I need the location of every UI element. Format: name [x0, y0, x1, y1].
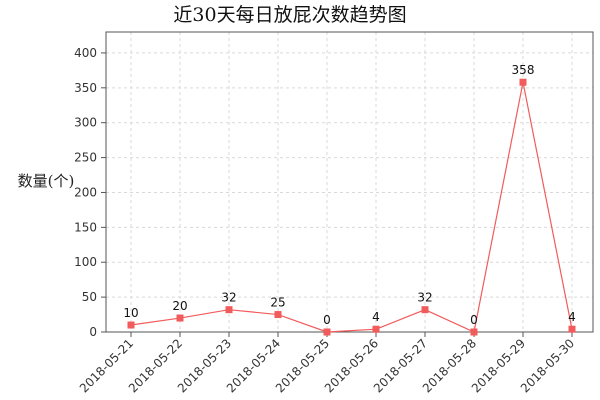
- y-axis-ticks: 0 50 100 150 200 250 300 350 400: [74, 46, 106, 339]
- data-labels: 10 20 32 25 0 4 32 0 358 4: [123, 63, 575, 327]
- y-tick-label: 150: [74, 220, 97, 234]
- data-point: [323, 328, 331, 336]
- x-axis-ticks: 2018-05-212018-05-222018-05-232018-05-24…: [77, 332, 577, 395]
- data-point: [519, 78, 527, 86]
- data-label: 25: [270, 296, 285, 310]
- data-label: 0: [470, 313, 478, 327]
- data-label: 4: [568, 310, 576, 324]
- y-tick-label: 300: [74, 116, 97, 130]
- data-label: 358: [512, 63, 535, 77]
- y-tick-label: 350: [74, 81, 97, 95]
- data-label: 10: [123, 306, 138, 320]
- series-count: [127, 78, 576, 336]
- y-tick-label: 50: [82, 290, 97, 304]
- chart-title: 近30天每日放屁次数趋势图: [173, 4, 406, 26]
- y-tick-label: 400: [74, 46, 97, 60]
- y-tick-label: 250: [74, 151, 97, 165]
- data-point: [421, 306, 429, 314]
- data-point: [127, 321, 135, 329]
- data-point: [176, 314, 184, 322]
- data-point: [372, 325, 380, 333]
- data-label: 32: [221, 291, 236, 305]
- plot-frame: [105, 31, 594, 333]
- data-label: 32: [417, 291, 432, 305]
- series-line: [130, 82, 573, 333]
- data-point: [274, 311, 282, 319]
- data-point: [470, 328, 478, 336]
- y-tick-label: 100: [74, 255, 97, 269]
- data-point: [568, 325, 576, 333]
- y-tick-label: 200: [74, 185, 97, 199]
- data-label: 4: [372, 310, 380, 324]
- y-axis-label: 数量(个): [18, 172, 75, 190]
- data-label: 20: [172, 299, 187, 313]
- y-tick-label: 0: [89, 325, 97, 339]
- data-label: 0: [323, 313, 331, 327]
- data-point: [225, 306, 233, 314]
